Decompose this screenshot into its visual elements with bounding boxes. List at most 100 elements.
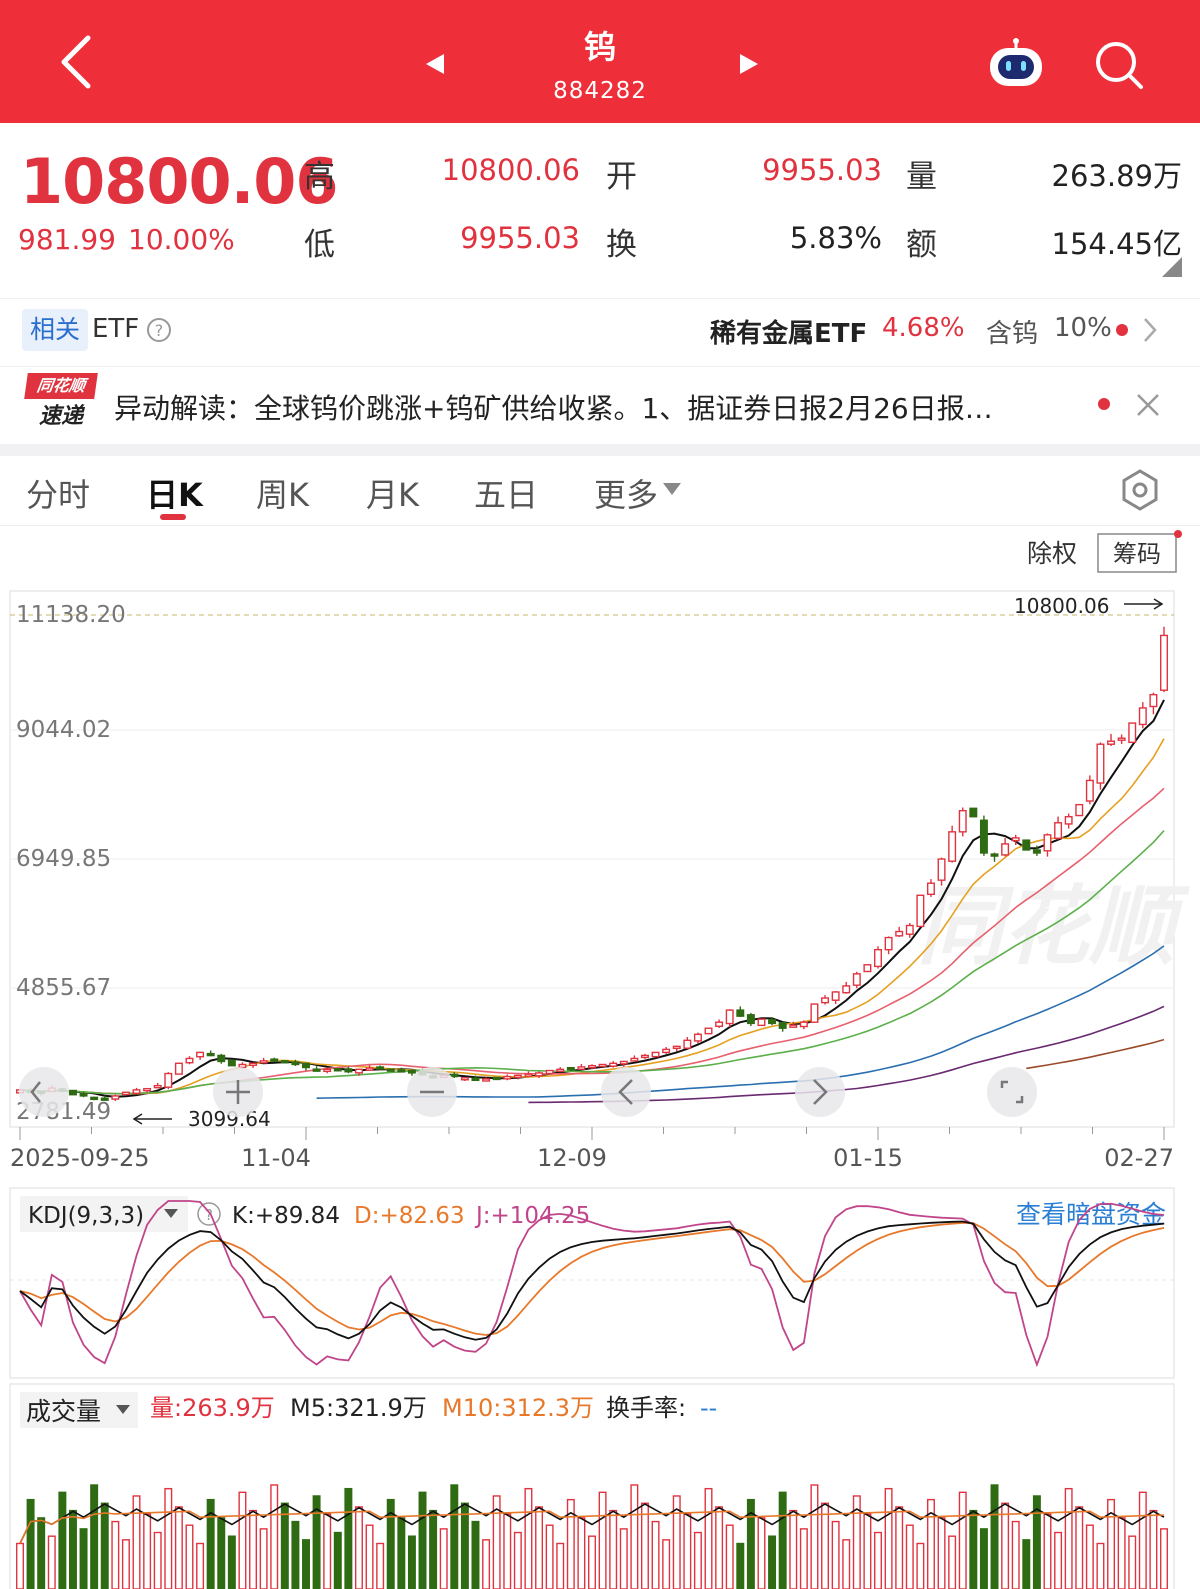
fullscreen-button[interactable] [987, 1067, 1037, 1117]
volume-bar-up [47, 1535, 56, 1589]
volume-bar-up [1043, 1513, 1052, 1589]
tab-more[interactable]: 更多 [594, 476, 659, 514]
chips-button-frame[interactable] [1097, 533, 1177, 573]
scroll-left-button[interactable] [601, 1067, 651, 1117]
tab-five-day[interactable]: 五日 [474, 476, 539, 514]
candle-up [1107, 740, 1116, 745]
x-tick-label: 2025-09-25 [10, 1144, 149, 1172]
quote-panel: 10800.06 981.99 10.00% 高 10800.06 低 9955… [0, 123, 1200, 295]
volume-bar-up [16, 1542, 24, 1589]
volume-bar-down [79, 1528, 88, 1589]
svg-text:?: ? [155, 321, 164, 340]
volume-bar-up [1054, 1531, 1063, 1589]
kdj-indicator-name[interactable]: KDJ(9,3,3) [28, 1203, 144, 1229]
robot-assistant-icon[interactable] [986, 36, 1046, 92]
prev-stock-icon[interactable] [424, 52, 446, 76]
volume-bar-up [905, 1524, 914, 1589]
etf-contain-pct: 10% [1054, 313, 1112, 343]
candle-down [270, 1058, 279, 1062]
tab-daily-k[interactable]: 日K [146, 476, 203, 514]
dropdown-triangle-icon[interactable] [662, 482, 682, 496]
ths-express-logo: 同花顺 速递 [24, 373, 98, 433]
volume-bar-up [524, 1487, 533, 1589]
candle-up [524, 1073, 533, 1077]
candle-down [450, 1073, 459, 1078]
close-icon[interactable] [1134, 391, 1162, 419]
candle-down [217, 1054, 226, 1063]
candle-down [736, 1009, 745, 1017]
candle-up [725, 1009, 734, 1025]
scroll-far-left-button[interactable] [19, 1067, 69, 1117]
search-icon[interactable] [1094, 40, 1146, 92]
candlesticks [16, 626, 1168, 1101]
candle-up [916, 894, 925, 928]
kdj-k-value: K:+89.84 [232, 1203, 340, 1229]
candle-up [238, 1063, 247, 1069]
volume-bar-up [153, 1531, 162, 1589]
volume-selector[interactable] [20, 1392, 138, 1428]
candle-up [185, 1057, 194, 1064]
volume-indicator-name[interactable]: 成交量 [26, 1397, 101, 1426]
volume-bar-up [704, 1487, 713, 1589]
volume-bar-down [100, 1502, 109, 1589]
top-bar: 钨 884282 [0, 0, 1200, 123]
chevron-right-icon[interactable] [1140, 315, 1160, 345]
candle-up [831, 991, 840, 1001]
fullscreen-icon [1000, 1080, 1024, 1104]
volume-value: 量:263.9万 [150, 1394, 275, 1422]
volume-bar-down [460, 1502, 469, 1589]
scroll-right-button[interactable] [795, 1067, 845, 1117]
volume-bar-down [1022, 1539, 1031, 1589]
volume-bar-up [672, 1495, 681, 1589]
next-stock-icon[interactable] [738, 52, 760, 76]
y-tick-label: 6949.85 [16, 846, 111, 872]
candle-up [884, 936, 893, 951]
logo-bottom-text: 速递 [38, 404, 83, 429]
candle-up [842, 985, 851, 994]
kdj-dropdown-icon[interactable] [164, 1209, 178, 1218]
kline-chart-area[interactable]: 除权 筹码 同花顺 11138.20 9044.02 6949.85 4855.… [0, 526, 1200, 1589]
volume-bar-down [280, 1502, 289, 1589]
kdj-selector[interactable] [20, 1196, 188, 1232]
related-etf-row[interactable]: 相关 ETF ? 稀有金属ETF 4.68% 含钨 10% [0, 298, 1200, 364]
candle-up [821, 997, 830, 1004]
volume-bar-up [196, 1542, 205, 1589]
logo-top-text: 同花顺 [24, 373, 98, 399]
back-arrow-icon[interactable] [56, 34, 98, 90]
kdj-j-line [19, 1200, 1165, 1368]
volume-bar-down [227, 1535, 236, 1589]
volume-bar-up [619, 1528, 628, 1589]
news-row[interactable]: 同花顺 速递 异动解读：全球钨价跳涨+钨矿供给收紧。1、据证券日报2月26日报… [0, 366, 1200, 442]
volume-bar-down [26, 1498, 35, 1589]
x-tick-label: 12-09 [537, 1144, 607, 1172]
kdj-help-icon[interactable] [197, 1202, 221, 1226]
tab-weekly-k[interactable]: 周K [256, 476, 309, 514]
volume-dropdown-icon[interactable] [116, 1405, 130, 1414]
chart-settings-icon[interactable] [1118, 468, 1162, 512]
news-headline[interactable]: 异动解读：全球钨价跳涨+钨矿供给收紧。1、据证券日报2月26日报… [114, 392, 993, 425]
volume-bar-down [302, 1539, 310, 1589]
help-icon[interactable]: ? [146, 317, 172, 343]
volume-panel-frame [9, 1383, 1175, 1589]
etf-pct: 4.68% [882, 313, 965, 343]
volume-bar-up [916, 1542, 925, 1589]
stock-name: 钨 [583, 28, 616, 66]
volume-bar-down [344, 1487, 353, 1589]
volume-bar-up [884, 1487, 893, 1589]
tab-monthly-k[interactable]: 月K [366, 476, 419, 514]
candle-up [545, 1069, 554, 1075]
candle-down [100, 1097, 109, 1101]
volume-bars [16, 1484, 1168, 1589]
tab-intraday[interactable]: 分时 [26, 476, 91, 514]
ex-rights-toggle[interactable]: 除权 [1027, 539, 1077, 568]
volume-bar-up [821, 1502, 830, 1589]
dark-pool-funds-link[interactable]: 查看暗盘资金 [1016, 1200, 1166, 1229]
candle-up [926, 882, 935, 896]
volume-bar-up [895, 1506, 904, 1589]
candle-down [386, 1068, 395, 1072]
chips-button-label[interactable]: 筹码 [1113, 540, 1161, 568]
volume-m5-value: M5:321.9万 [290, 1394, 427, 1422]
volume-bar-up [270, 1484, 279, 1589]
candle-up [630, 1057, 639, 1062]
kdj-lines [19, 1200, 1165, 1368]
